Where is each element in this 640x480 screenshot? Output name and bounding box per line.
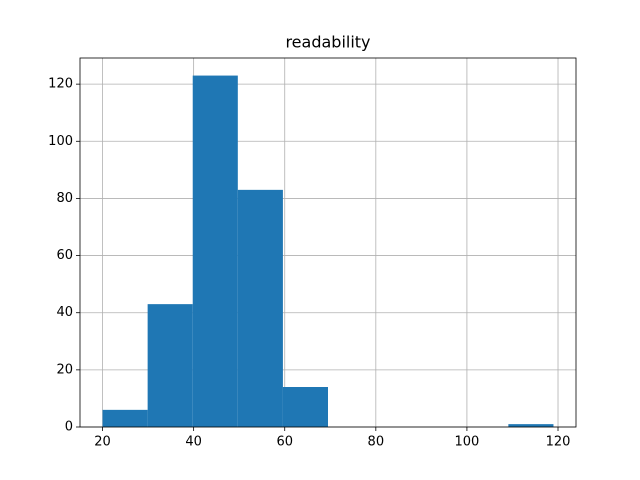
y-tick-label: 60: [56, 248, 73, 263]
bar: [192, 75, 238, 428]
bar: [508, 424, 554, 427]
x-tick-label: 80: [368, 435, 385, 450]
bar: [237, 189, 283, 427]
y-tick-label: 20: [56, 362, 73, 377]
chart-title: readability: [285, 33, 370, 52]
bar: [147, 304, 193, 427]
bar: [282, 387, 328, 427]
bar: [102, 409, 148, 427]
y-tick-label: 120: [48, 77, 73, 92]
axes-frame: [79, 57, 577, 428]
bars: [102, 75, 554, 428]
x-tick-label: 60: [276, 435, 293, 450]
y-tick-label: 100: [48, 134, 73, 149]
x-tick-label: 100: [455, 435, 480, 450]
x-tick-label: 40: [185, 435, 202, 450]
y-tick-label: 40: [56, 305, 73, 320]
y-tick-label: 80: [56, 191, 73, 206]
grid: [80, 58, 576, 428]
x-tick-label: 120: [546, 435, 571, 450]
y-tick-label: 0: [65, 420, 73, 435]
x-tick-label: 20: [94, 435, 111, 450]
